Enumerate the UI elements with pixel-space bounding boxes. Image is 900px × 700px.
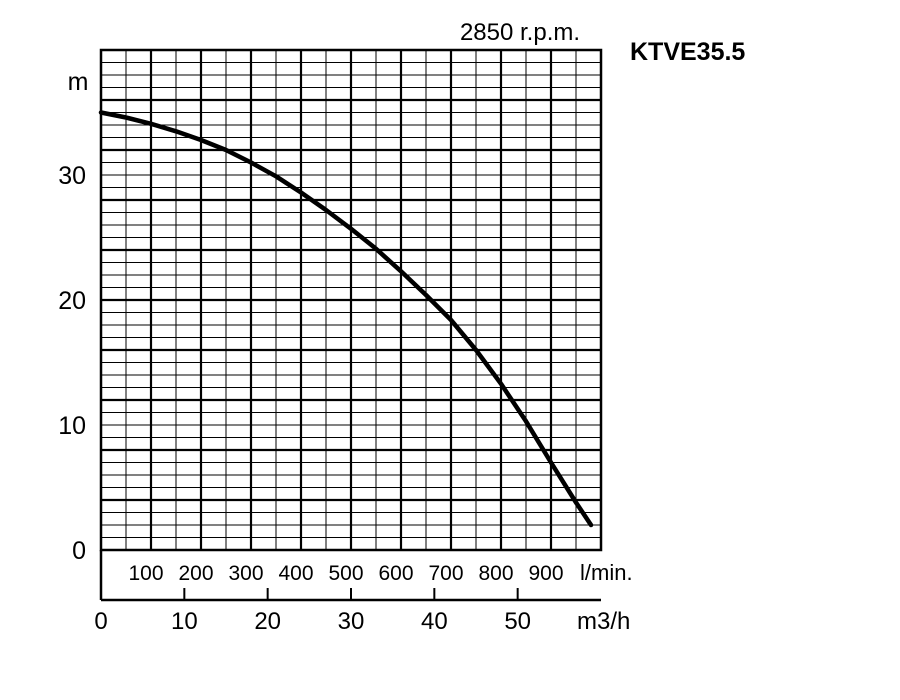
lmin-tick-labels: 100 200 300 400 500 600 700 800 900 <box>128 562 563 585</box>
m3h-tick-label: 30 <box>338 608 365 635</box>
lmin-tick-label: 100 <box>128 562 163 585</box>
lmin-tick-label: 600 <box>378 562 413 585</box>
model-title: KTVE35.5 <box>630 38 745 66</box>
y-tick-label: 20 <box>58 287 86 315</box>
y-axis-label: m <box>68 68 89 96</box>
m3h-tick-label: 20 <box>254 608 281 635</box>
lmin-tick-label: 400 <box>278 562 313 585</box>
y-tick-label: 30 <box>58 162 86 190</box>
y-tick-labels: 0 10 20 30 <box>58 162 86 565</box>
m3h-tick-label: 40 <box>421 608 448 635</box>
lmin-axis-label: l/min. <box>580 560 633 585</box>
lmin-tick-label: 500 <box>328 562 363 585</box>
lmin-tick-label: 700 <box>428 562 463 585</box>
speed-subtitle: 2850 r.p.m. <box>460 19 580 46</box>
lmin-tick-label: 800 <box>478 562 513 585</box>
lmin-tick-label: 900 <box>528 562 563 585</box>
lmin-tick-label: 300 <box>228 562 263 585</box>
lmin-tick-label: 200 <box>178 562 213 585</box>
m3h-tick-label: 10 <box>171 608 198 635</box>
grid-major <box>101 50 601 550</box>
y-tick-label: 0 <box>72 537 86 565</box>
m3h-tick-label: 50 <box>504 608 531 635</box>
m3h-tick-marks <box>100 588 519 600</box>
m3h-tick-label: 0 <box>94 608 107 635</box>
head-curve-line <box>98 110 594 528</box>
y-tick-label: 10 <box>58 412 86 440</box>
m3h-axis-label: m3/h <box>577 608 630 635</box>
plot-frame <box>99 48 603 552</box>
m3h-tick-labels: 0 10 20 30 40 50 <box>94 608 531 635</box>
